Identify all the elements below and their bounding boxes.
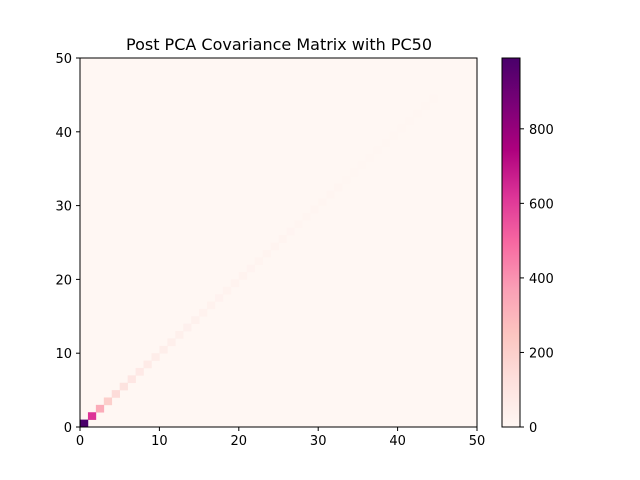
heatmap-cell <box>413 109 422 118</box>
heatmap-cell <box>135 367 144 376</box>
heatmap-cell <box>334 183 343 192</box>
colorbar-tick-label: 600 <box>529 197 554 212</box>
heatmap-cell <box>397 124 406 133</box>
heatmap-cell <box>159 345 168 354</box>
heatmap-cell <box>326 190 335 199</box>
heatmap-cell <box>445 80 454 88</box>
colorbar-ticks: 0 200 400 600 800 <box>520 123 554 436</box>
y-tick-label: 30 <box>55 200 72 215</box>
colorbar-tick-label: 0 <box>529 421 537 436</box>
colorbar-tick-label: 800 <box>529 123 554 138</box>
heatmap-cell <box>238 272 248 280</box>
heatmap-cell <box>103 397 113 406</box>
heatmap-cell <box>111 390 120 398</box>
x-tick-label: 50 <box>469 434 486 449</box>
heatmap-cell <box>469 58 478 66</box>
heatmap-cell <box>214 294 224 302</box>
heatmap-cell <box>286 227 295 236</box>
heatmap-cell <box>151 353 160 361</box>
heatmap-cell <box>87 412 97 420</box>
heatmap-cell <box>270 242 279 251</box>
heatmap-cell <box>254 257 263 265</box>
heatmap-cell <box>230 279 240 288</box>
heatmap-cell <box>429 94 438 103</box>
chart-title: Post PCA Covariance Matrix with PC50 <box>126 35 432 54</box>
heatmap-cell <box>262 249 271 258</box>
x-axis-ticks: 0 10 20 30 40 50 <box>76 427 485 449</box>
heatmap-cell <box>405 117 414 125</box>
y-tick-label: 20 <box>55 273 72 288</box>
y-axis-ticks: 0 10 20 30 40 50 <box>55 52 80 436</box>
heatmap-cell <box>127 375 136 384</box>
heatmap-cell <box>167 338 176 347</box>
heatmap-cell <box>461 65 470 74</box>
x-tick-label: 0 <box>76 434 84 449</box>
plot-frame <box>79 57 478 428</box>
heatmap-cell <box>453 72 462 81</box>
heatmap-cell <box>175 331 184 339</box>
heatmap-cell <box>119 382 128 391</box>
heatmap-cell <box>357 161 367 169</box>
heatmap-cell <box>310 205 319 214</box>
y-tick-label: 10 <box>55 347 72 362</box>
heatmap-cell <box>437 87 446 96</box>
heatmap-cell <box>95 404 105 413</box>
heatmap-cells <box>80 58 478 428</box>
colorbar <box>501 57 521 428</box>
heatmap-cell <box>342 176 351 184</box>
heatmap-cell <box>373 146 383 155</box>
heatmap-cell <box>191 316 200 324</box>
heatmap-cell <box>246 264 255 273</box>
heatmap-cell <box>318 198 327 206</box>
heatmap-cell <box>80 419 89 428</box>
heatmap-cell <box>365 153 375 162</box>
x-tick-label: 20 <box>231 434 248 449</box>
y-tick-label: 0 <box>64 421 72 436</box>
heatmap-cell <box>349 168 359 177</box>
heatmap-cell <box>199 308 208 317</box>
heatmap-cell <box>421 102 430 110</box>
x-tick-label: 10 <box>151 434 168 449</box>
heatmap-cell <box>278 235 287 243</box>
heatmap-cell <box>207 301 216 310</box>
x-tick-label: 30 <box>310 434 327 449</box>
heatmap-cell <box>294 220 303 229</box>
heatmap-cell <box>302 212 311 221</box>
colorbar-tick-label: 400 <box>529 272 554 287</box>
heatmap-cell <box>381 139 390 147</box>
heatmap-cell <box>222 286 232 295</box>
heatmap-cell <box>143 360 152 369</box>
heatmap-cell <box>183 323 192 332</box>
y-tick-label: 50 <box>55 52 72 67</box>
heatmap-cell <box>389 131 398 140</box>
colorbar-tick-label: 200 <box>529 346 554 361</box>
x-tick-label: 40 <box>389 434 406 449</box>
y-tick-label: 40 <box>55 126 72 141</box>
